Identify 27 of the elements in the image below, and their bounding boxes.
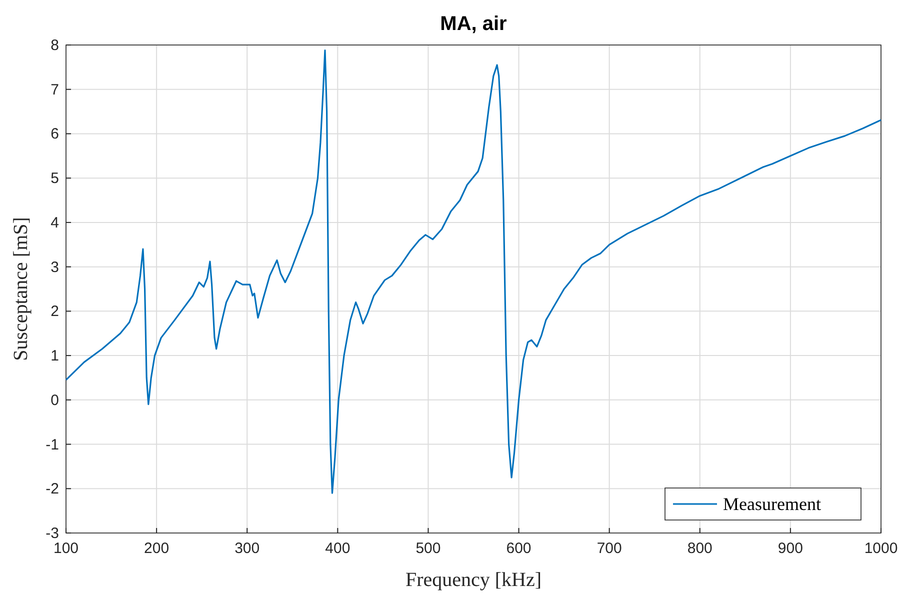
x-tick-label: 900 xyxy=(778,540,803,557)
x-tick-label: 100 xyxy=(53,540,79,557)
y-tick-label: -3 xyxy=(46,525,59,542)
y-tick-label: 5 xyxy=(50,170,59,188)
x-tick-label: 1000 xyxy=(864,540,898,557)
x-tick-label: 500 xyxy=(416,540,441,557)
y-tick-label: 1 xyxy=(50,348,59,365)
x-axis-title: Frequency [kHz] xyxy=(405,569,542,591)
y-tick-label: 3 xyxy=(50,258,59,276)
legend-label: Measurement xyxy=(723,494,821,514)
x-tick-label: 300 xyxy=(234,540,260,557)
x-tick-label: 400 xyxy=(325,540,350,557)
y-tick-label: 2 xyxy=(50,303,59,320)
x-tick-label: 800 xyxy=(687,540,712,557)
y-axis-title: Susceptance [mS] xyxy=(10,217,32,361)
x-tick-label: 200 xyxy=(144,540,170,557)
y-tick-label: -1 xyxy=(46,436,59,454)
x-tick-label: 700 xyxy=(596,540,622,557)
y-tick-label: 0 xyxy=(50,392,59,409)
line-series xyxy=(65,50,882,494)
x-tick-label: 600 xyxy=(506,540,532,557)
y-tick-label: 8 xyxy=(50,37,59,54)
y-tick-label: 6 xyxy=(50,126,59,143)
y-tick-label: 7 xyxy=(50,81,59,98)
chart-title: MA, air xyxy=(440,13,508,35)
y-tick-label: 4 xyxy=(50,214,59,232)
y-tick-label: -2 xyxy=(46,480,59,498)
